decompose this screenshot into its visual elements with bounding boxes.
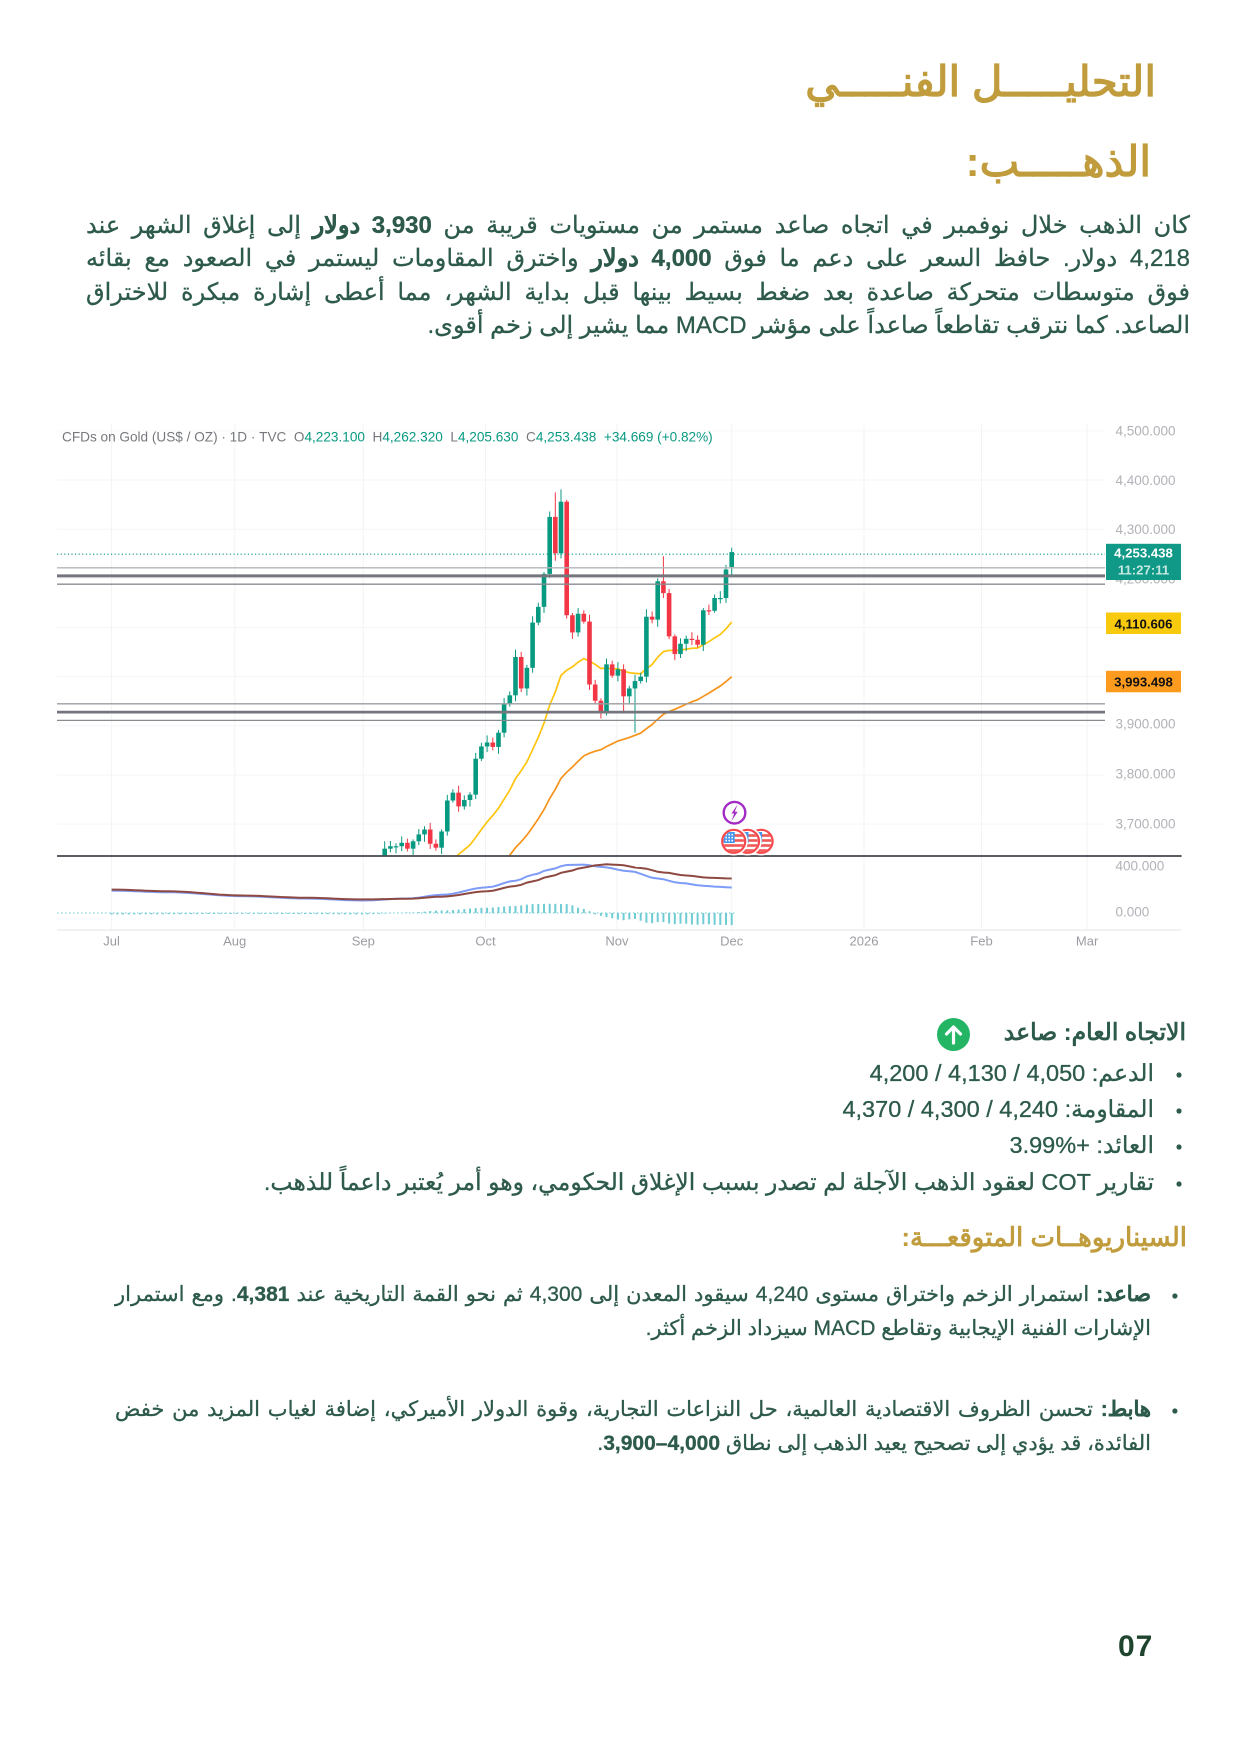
svg-text:Dec: Dec (720, 934, 744, 949)
svg-text:Oct: Oct (475, 934, 496, 949)
svg-text:11:27:11: 11:27:11 (1118, 563, 1169, 578)
svg-text:400.000: 400.000 (1116, 858, 1165, 873)
svg-text:Jul: Jul (103, 934, 120, 949)
svg-text:0.000: 0.000 (1116, 904, 1150, 919)
svg-text:Nov: Nov (605, 934, 629, 949)
svg-text:Sep: Sep (352, 934, 375, 949)
svg-text:3,800.000: 3,800.000 (1116, 766, 1176, 781)
svg-text:3,700.000: 3,700.000 (1116, 816, 1176, 831)
svg-text:Feb: Feb (970, 934, 992, 949)
svg-text:Mar: Mar (1076, 934, 1099, 949)
svg-text:4,110.606: 4,110.606 (1115, 616, 1173, 631)
svg-text:4,253.438: 4,253.438 (1114, 546, 1173, 561)
svg-text:4,500.000: 4,500.000 (1116, 424, 1176, 439)
svg-text:2026: 2026 (850, 934, 879, 949)
svg-text:CFDs on Gold (US$ / OZ) · 1D ·: CFDs on Gold (US$ / OZ) · 1D · TVC O4,22… (62, 430, 713, 445)
svg-text:Aug: Aug (223, 934, 246, 949)
svg-text:4,300.000: 4,300.000 (1116, 522, 1176, 537)
svg-text:3,993.498: 3,993.498 (1114, 675, 1173, 690)
svg-text:4,400.000: 4,400.000 (1116, 473, 1176, 488)
svg-text:3,900.000: 3,900.000 (1116, 716, 1176, 731)
